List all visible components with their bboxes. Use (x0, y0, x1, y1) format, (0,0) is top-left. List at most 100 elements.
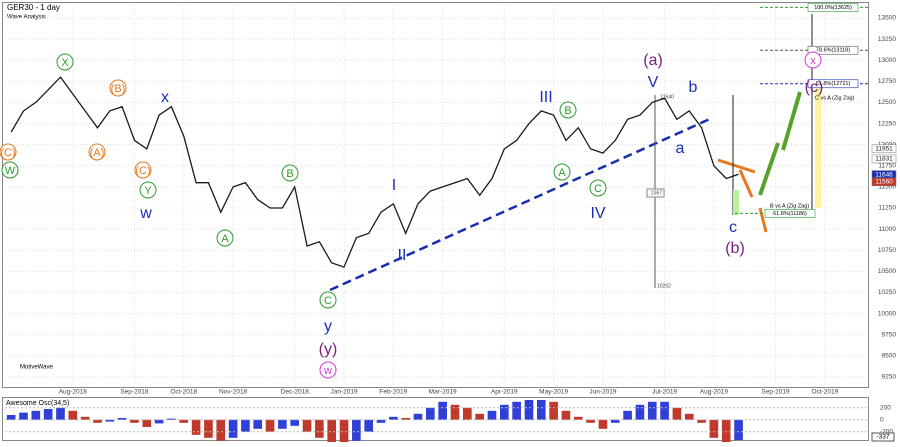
fib-label: 61.8%(12721) (816, 81, 851, 87)
x-tick-label: Jun-2019 (589, 389, 616, 396)
y-tick-label: 9750 (882, 331, 897, 338)
oscillator-bar (290, 419, 300, 426)
wave-circle (319, 361, 337, 379)
wave-circle (134, 161, 152, 179)
oscillator-bar (327, 419, 337, 442)
measure-box (646, 188, 665, 198)
wave-label: X (61, 57, 69, 69)
oscillator-bar (487, 410, 497, 420)
wave-note: C vs A (Zig Zag) (815, 95, 855, 101)
measure-label: 10262 (657, 283, 671, 289)
wave-circle (589, 179, 607, 197)
x-tick-label: Apr-2019 (491, 389, 518, 396)
y-tick-label: 10500 (878, 268, 896, 275)
oscillator-bar (426, 407, 435, 420)
wave-label: C (324, 295, 332, 307)
oscillator-bar (376, 419, 386, 423)
oscillator-bar (610, 419, 620, 423)
oscillator-bar (302, 419, 312, 432)
fib-label-box (807, 79, 859, 89)
price-tag (871, 177, 897, 187)
wave-label: (C) (135, 165, 150, 177)
oscillator-bar (265, 419, 275, 432)
wave-label: B (286, 168, 293, 180)
x-tick-label: Sep-2018 (120, 389, 149, 396)
watermark: MotiveWave (20, 365, 53, 371)
oscillator-bar (364, 419, 374, 432)
y2-tick-label: -200 (880, 429, 893, 436)
price-tag-label: 11646 (875, 171, 893, 178)
oscillator-bar (536, 400, 546, 420)
wave-circle (553, 163, 571, 181)
x-tick-label: Feb-2019 (379, 389, 407, 396)
y2-tick-label: 200 (880, 405, 891, 412)
oscillator-bar (573, 416, 583, 420)
x-tick-label: Jul-2019 (652, 389, 677, 396)
oscillator-bar (697, 419, 706, 423)
oscillator-bar (142, 419, 152, 427)
wave-label: C (594, 183, 602, 195)
oscillator-bar (241, 419, 250, 432)
y-tick-label: 10750 (878, 247, 896, 254)
oscillator-bar (660, 401, 669, 420)
oscillator-bar (389, 416, 398, 420)
oscillator-bar (709, 419, 719, 438)
oscillator-bar (278, 419, 287, 429)
measure-label: 2367 (651, 190, 662, 196)
x-tick-label: Oct-2019 (811, 389, 838, 396)
fib-label-box (764, 209, 816, 218)
oscillator-bar (31, 410, 41, 420)
wave-label: III (539, 89, 552, 106)
wave-circle (109, 79, 127, 97)
oscillator-bar (43, 409, 53, 420)
wave-label: IV (590, 205, 605, 222)
wave-label: x (810, 55, 816, 67)
wave-label: I (392, 177, 396, 194)
oscillator-bar (413, 413, 423, 420)
target-zone (733, 190, 739, 215)
y-tick-label: 12750 (878, 78, 896, 85)
oscillator-bar (524, 400, 534, 420)
oscillator-bar (352, 419, 361, 441)
wave-label: (c) (805, 79, 824, 96)
x-tick-label: Dec-2018 (281, 389, 310, 396)
wave-label: Y (144, 185, 152, 197)
wave-circle (139, 181, 157, 199)
y-tick-label: 13250 (878, 36, 896, 43)
wave-circle (319, 291, 337, 309)
wave-label: x (161, 89, 169, 106)
wave-label: II (398, 247, 407, 264)
x-tick-label: Sep-2019 (761, 389, 790, 396)
wave-circle (804, 51, 822, 69)
oscillator-bar (80, 416, 90, 420)
wave-label: V (648, 74, 659, 91)
oscillator-bar (475, 413, 484, 420)
oscillator-bar (401, 418, 410, 420)
x-tick-label: Nov-2018 (219, 389, 248, 396)
wave-label: c (729, 219, 737, 236)
x-tick-label: Jan-2019 (330, 389, 357, 396)
oscillator-bar (315, 419, 324, 438)
wave-circle (1, 161, 19, 179)
fib-label-box (807, 45, 859, 55)
oscillator-bar (561, 410, 571, 420)
oscillator-bar (204, 419, 213, 438)
wave-label: w (323, 365, 332, 377)
oscillator-bar (130, 419, 139, 423)
x-tick-label: Oct-2018 (170, 389, 197, 396)
oscillator-bar (93, 419, 102, 423)
fib-label: 61.8%(11186) (773, 211, 807, 217)
wave-label: B (564, 105, 571, 117)
wave-note: B vs A (Zig Zag) (770, 203, 809, 209)
y-tick-label: 11250 (878, 205, 896, 212)
oscillator-bar (512, 401, 521, 420)
oscillator-bar (19, 412, 28, 420)
wave-label: (A) (90, 147, 105, 159)
wave-circle (0, 143, 17, 161)
oscillator-bar (734, 419, 743, 441)
oscillator-bar (672, 407, 682, 420)
wave-label: A (221, 233, 229, 245)
y-tick-label: 9250 (882, 374, 897, 381)
x-tick-label: Aug-2019 (700, 389, 729, 396)
